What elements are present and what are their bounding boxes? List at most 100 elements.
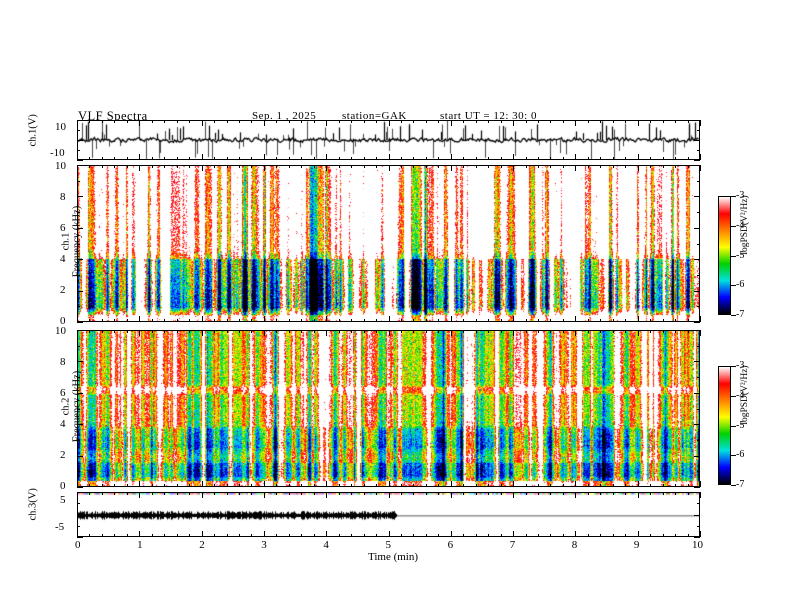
header-station: station=GAK [342,110,407,122]
axis-tick [301,484,303,487]
axis-tick [525,120,527,123]
axis-tick [176,157,178,160]
axis-tick [475,330,477,333]
axis-tick [189,492,191,495]
ch1-spec-ytick-0: 0 [60,315,66,327]
axis-tick [475,484,477,487]
axis-tick [338,534,340,537]
axis-tick [114,484,116,487]
axis-tick [238,330,240,333]
axis-tick [151,120,153,123]
axis-tick [500,157,502,160]
axis-tick [101,319,103,322]
axis-tick [77,471,80,473]
ch2-spec-ytick-6: 6 [60,387,66,399]
axis-tick [700,120,701,126]
axis-tick [388,154,390,160]
axis-tick [151,492,153,495]
axis-tick [513,316,515,322]
axis-tick [351,484,353,487]
axis-tick [201,531,203,537]
axis-tick [77,455,83,457]
axis-tick [388,165,390,171]
axis-tick [288,330,290,333]
axis-tick [625,165,627,168]
axis-tick [326,531,328,537]
axis-tick [694,455,700,457]
axis-tick [77,503,80,505]
axis-tick [700,316,701,322]
axis-tick [301,492,303,495]
axis-tick [238,534,240,537]
axis-tick [77,481,78,487]
axis-tick [538,534,540,537]
axis-tick [164,157,166,160]
colorbar-tick-mark [731,225,736,227]
axis-tick [176,330,178,333]
axis-tick [538,319,540,322]
axis-tick [176,534,178,537]
axis-tick [694,160,700,161]
axis-tick [77,322,83,323]
axis-tick [276,484,278,487]
axis-tick [513,330,515,336]
axis-tick [77,180,80,182]
axis-tick [697,306,700,308]
axis-tick [488,165,490,168]
axis-tick [214,330,216,333]
axis-tick [694,487,700,488]
axis-tick [151,165,153,168]
axis-tick [351,319,353,322]
axis-tick [413,492,415,495]
axis-tick [612,157,614,160]
axis-tick [500,319,502,322]
axis-tick [114,492,116,495]
axis-tick [500,330,502,333]
axis-tick [201,481,203,487]
axis-tick [114,165,116,168]
ch2-spec-ytick-4: 4 [60,418,66,430]
x-axis-tick-0: 0 [75,539,81,551]
axis-tick [363,165,365,168]
axis-tick [513,120,515,126]
axis-tick [226,319,228,322]
axis-tick [675,120,677,123]
axis-tick [176,319,178,322]
colorbar-tick-mark [731,485,736,486]
colorbar-tick-neg5: -5 [736,419,745,431]
axis-tick [488,330,490,333]
axis-tick [562,534,564,537]
header-date: Sep. 1 , 2025 [252,110,317,122]
axis-tick [101,157,103,160]
axis-tick [338,157,340,160]
colorbar-tick-mark [731,285,736,287]
axis-tick [700,165,701,171]
axis-tick [139,481,141,487]
colorbar-tick-neg6: -6 [736,279,745,291]
axis-tick [89,484,91,487]
axis-tick [463,157,465,160]
axis-tick [694,120,700,121]
axis-tick [77,212,80,214]
axis-tick [694,492,700,493]
axis-tick [189,534,191,537]
axis-tick [694,330,700,331]
axis-tick [351,534,353,537]
axis-tick [288,319,290,322]
axis-tick [338,120,340,123]
axis-tick [176,492,178,495]
axis-tick [351,492,353,495]
axis-tick [376,492,378,495]
axis-tick [251,330,253,333]
axis-tick [650,484,652,487]
axis-tick [288,492,290,495]
axis-tick [538,484,540,487]
axis-tick [139,531,141,537]
axis-tick [500,492,502,495]
axis-tick [400,120,402,123]
axis-tick [101,492,103,495]
axis-tick [525,330,527,333]
axis-tick [89,157,91,160]
axis-tick [201,316,203,322]
